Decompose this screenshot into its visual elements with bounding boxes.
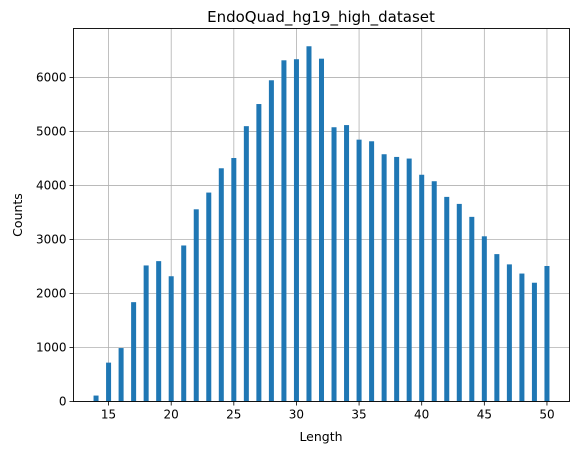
y-tick-label: 6000 (36, 71, 67, 85)
bar (206, 192, 212, 402)
bar (243, 126, 249, 402)
x-tick-label: 45 (477, 408, 492, 422)
bar (344, 125, 350, 402)
bar (356, 139, 362, 402)
bars (93, 46, 550, 402)
bar (118, 348, 124, 402)
bar (143, 265, 149, 402)
bar (431, 181, 437, 402)
y-tick-label: 2000 (36, 287, 67, 301)
plot-frame (73, 28, 570, 402)
bar (419, 174, 425, 402)
x-tick-label: 25 (226, 408, 241, 422)
bar (381, 154, 387, 402)
x-axis-label: Length (299, 429, 342, 444)
bar (281, 60, 287, 402)
bar (256, 104, 262, 402)
y-tick-label: 3000 (36, 233, 67, 247)
bar (218, 168, 224, 402)
x-tick-label: 40 (414, 408, 429, 422)
bar (106, 362, 112, 402)
bar (131, 302, 137, 402)
bar (369, 141, 375, 402)
bar (318, 58, 325, 402)
bar (494, 254, 500, 402)
bar (506, 264, 512, 402)
bar (331, 127, 337, 402)
chart-title: EndoQuad_hg19_high_dataset (207, 8, 435, 27)
x-tick-label: 15 (101, 408, 116, 422)
bar (293, 59, 299, 402)
bar (156, 261, 162, 402)
bar (531, 282, 537, 402)
ticks: 15 20 25 30 35 40 45 50 0 1000 2000 3000 4000 5000 600… (36, 71, 555, 422)
y-tick-label: 1000 (36, 341, 67, 355)
y-tick-label: 4000 (36, 179, 67, 193)
x-tick-label: 35 (351, 408, 366, 422)
bar (519, 273, 525, 402)
bar (456, 203, 462, 402)
bar (306, 46, 312, 402)
bar (181, 245, 187, 402)
bar (481, 236, 487, 402)
x-tick-label: 20 (164, 408, 179, 422)
x-tick-label: 50 (539, 408, 554, 422)
bar (394, 156, 400, 402)
bar (231, 158, 237, 402)
bar (193, 209, 199, 402)
y-tick-label: 0 (59, 395, 67, 409)
bar (469, 216, 475, 402)
bar (168, 276, 174, 402)
y-tick-label: 5000 (36, 125, 67, 139)
bar (444, 196, 450, 402)
bar (406, 158, 412, 402)
bar (93, 395, 99, 402)
bar (544, 265, 550, 402)
y-axis-label: Counts (10, 193, 25, 237)
x-tick-label: 30 (289, 408, 304, 422)
bar (268, 80, 274, 402)
